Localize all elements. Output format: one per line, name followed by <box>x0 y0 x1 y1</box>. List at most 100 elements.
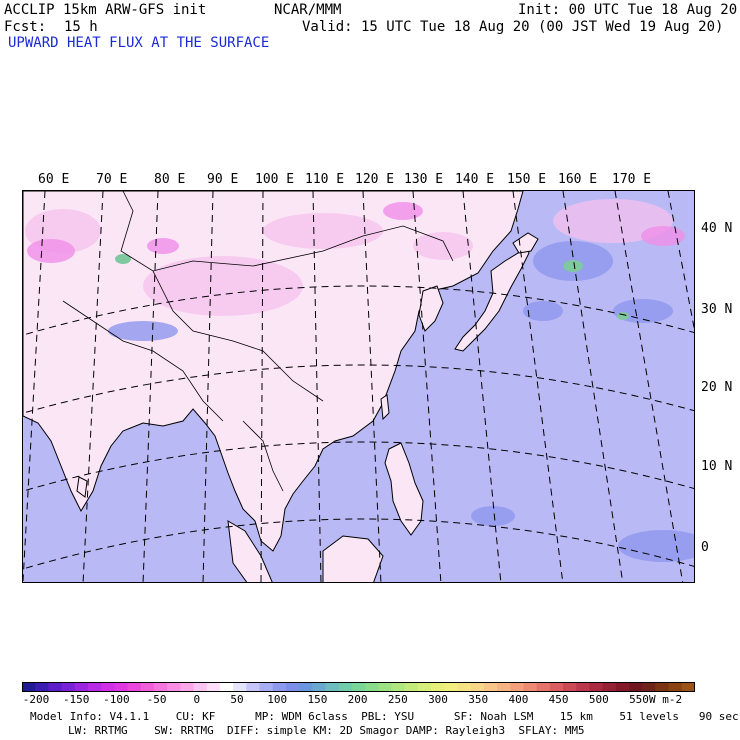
colorbar-swatch <box>576 682 591 692</box>
flux-patch-green <box>617 312 629 320</box>
lat-label: 10 N <box>701 459 733 474</box>
colorbar-swatch <box>246 682 261 692</box>
longitude-line <box>260 191 264 582</box>
lon-label: 120 E <box>355 172 395 187</box>
lon-label: 110 E <box>305 172 345 187</box>
colorbar-swatch <box>510 682 525 692</box>
init-time: Init: 00 UTC Tue 18 Aug 20 <box>518 2 738 18</box>
colorbar-tick-label: 550 <box>629 693 649 706</box>
colorbar-swatch <box>483 682 498 692</box>
heat-patch <box>143 256 303 316</box>
colorbar-swatch <box>180 682 195 692</box>
longitude-line <box>82 191 104 582</box>
colorbar-swatch <box>206 682 221 692</box>
colorbar-swatch <box>167 682 181 692</box>
lon-label: 150 E <box>507 172 547 187</box>
colorbar-swatch <box>457 682 472 692</box>
lon-label: 140 E <box>455 172 495 187</box>
longitude-line <box>462 191 502 582</box>
land-philippines <box>384 442 424 536</box>
colorbar-swatch <box>285 682 300 692</box>
flux-patch <box>471 506 515 526</box>
colorbar-swatch <box>497 682 511 692</box>
colorbar-swatch <box>325 682 340 692</box>
center-name: NCAR/MMM <box>274 2 342 18</box>
colorbar-swatch <box>563 682 577 692</box>
colorbar-swatch <box>35 682 49 692</box>
colorbar-swatch <box>74 682 89 692</box>
colorbar-tick-label: -50 <box>146 693 167 706</box>
longitude-line <box>412 191 442 582</box>
colorbar-swatch <box>351 682 366 692</box>
longitude-line <box>23 191 46 582</box>
colorbar-tick-label: 400 <box>508 693 529 706</box>
lon-label: 80 E <box>154 172 186 187</box>
lon-label: 60 E <box>38 172 70 187</box>
lon-label: 160 E <box>558 172 598 187</box>
longitude-line <box>562 191 624 582</box>
heat-patch <box>413 232 473 260</box>
colorbar-tick-label: -150 <box>62 693 90 706</box>
heat-patch-strong <box>641 226 685 246</box>
land-taiwan <box>380 394 390 421</box>
colorbar-tick-label: 50 <box>230 693 244 706</box>
lat-label: 20 N <box>701 380 733 395</box>
valid-time: Valid: 15 UTC Tue 18 Aug 20 (00 JST Wed … <box>302 19 724 35</box>
model-title: ACCLIP 15km ARW-GFS init <box>4 2 207 18</box>
colorbar-swatch <box>668 682 683 692</box>
colorbar-swatch <box>404 682 419 692</box>
colorbar-tick-label: 200 <box>347 693 368 706</box>
colorbar-swatch <box>61 682 76 692</box>
colorbar-swatch <box>681 682 695 692</box>
colorbar-swatch <box>259 682 274 692</box>
colorbar-swatch <box>549 682 564 692</box>
land-korea <box>418 285 444 332</box>
model-info-line2: LW: RRTMG SW: RRTMG DIFF: simple KM: 2D … <box>68 724 585 737</box>
longitude-line <box>512 191 564 582</box>
longitude-line <box>202 191 214 582</box>
colorbar-swatch <box>114 682 129 692</box>
colorbar-tick-label: -100 <box>103 693 130 706</box>
colorbar-swatch <box>338 682 353 692</box>
flux-patch-green <box>115 254 131 264</box>
colorbar-tick-label: 450 <box>548 693 569 706</box>
colorbar-swatch <box>87 682 102 692</box>
heat-flux-map <box>22 190 695 583</box>
colorbar-swatch <box>140 682 155 692</box>
colorbar-swatch <box>444 682 459 692</box>
longitude-line <box>312 191 322 582</box>
colorbar-swatch <box>127 682 142 692</box>
colorbar-swatch <box>470 682 485 692</box>
country-border <box>242 420 284 492</box>
colorbar-border <box>22 682 695 692</box>
graticule <box>23 191 694 582</box>
colorbar-swatch <box>629 682 643 692</box>
heat-patch-strong <box>27 239 75 263</box>
colorbar-swatch <box>615 682 630 692</box>
colorbar-swatch <box>48 682 63 692</box>
colorbar-swatch <box>391 682 406 692</box>
country-border <box>62 300 224 422</box>
lon-label: 170 E <box>612 172 652 187</box>
latitude-line <box>23 285 694 336</box>
longitude-line <box>142 191 159 582</box>
colorbar-swatch <box>417 682 432 692</box>
land-srilanka <box>76 476 88 498</box>
colorbar-swatch <box>299 682 313 692</box>
lon-label: 100 E <box>255 172 295 187</box>
colorbar-swatch <box>602 682 617 692</box>
colorbar-swatch <box>272 682 287 692</box>
colorbar-units: W m-2 <box>649 693 683 706</box>
country-border <box>152 270 324 402</box>
latitude-line <box>23 441 694 492</box>
colorbar-tick-label: 300 <box>428 693 448 706</box>
latitude-line <box>23 364 694 414</box>
colorbar-swatch <box>523 682 538 692</box>
colorbar-tick-label: 350 <box>468 693 489 706</box>
colorbar-swatch <box>193 682 208 692</box>
latitude-line <box>23 518 694 570</box>
map-canvas <box>23 191 694 582</box>
colorbar-tick-label: -200 <box>22 693 50 706</box>
colorbar-swatch <box>219 682 234 692</box>
forecast-hour: 15 h <box>64 19 98 35</box>
